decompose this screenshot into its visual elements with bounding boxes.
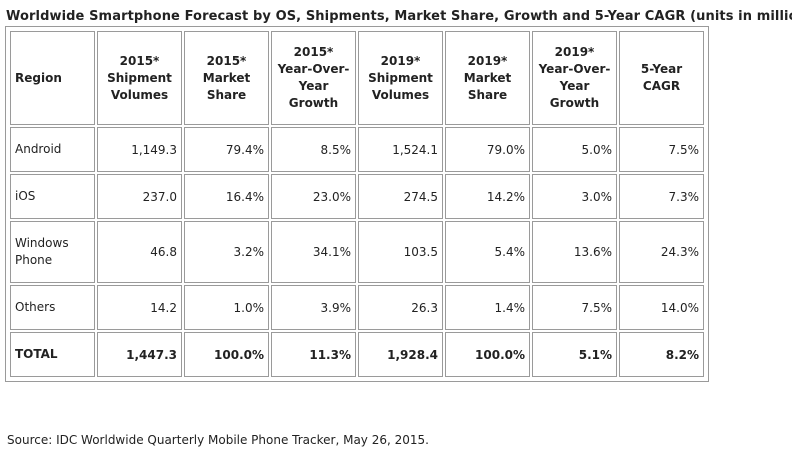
cell-cagr: 7.3% [619,174,704,219]
table-row-others: Others 14.2 1.0% 3.9% 26.3 1.4% 7.5% 14.… [10,285,704,330]
cell-2019-share: 1.4% [445,285,530,330]
cell-2019-growth: 7.5% [532,285,617,330]
cell-2015-shipments: 46.8 [97,221,182,283]
cell-2015-share: 1.0% [184,285,269,330]
cell-2015-growth: 11.3% [271,332,356,377]
cell-region: iOS [10,174,95,219]
cell-2015-shipments: 1,447.3 [97,332,182,377]
cell-2019-growth: 5.0% [532,127,617,172]
cell-2019-shipments: 1,524.1 [358,127,443,172]
table-row-android: Android 1,149.3 79.4% 8.5% 1,524.1 79.0%… [10,127,704,172]
cell-2019-share: 5.4% [445,221,530,283]
header-2019-yoy-growth: 2019* Year-Over-Year Growth [532,31,617,125]
cell-2019-shipments: 26.3 [358,285,443,330]
cell-2015-share: 100.0% [184,332,269,377]
table-row-total: TOTAL 1,447.3 100.0% 11.3% 1,928.4 100.0… [10,332,704,377]
cell-2015-growth: 8.5% [271,127,356,172]
header-2015-yoy-growth: 2015* Year-Over-Year Growth [271,31,356,125]
cell-2019-share: 14.2% [445,174,530,219]
cell-2015-share: 16.4% [184,174,269,219]
page-title: Worldwide Smartphone Forecast by OS, Shi… [6,9,792,24]
cell-2015-shipments: 237.0 [97,174,182,219]
cell-2015-growth: 34.1% [271,221,356,283]
cell-2019-growth: 3.0% [532,174,617,219]
cell-2019-shipments: 103.5 [358,221,443,283]
forecast-table: Region 2015* Shipment Volumes 2015* Mark… [8,29,706,379]
cell-2015-growth: 3.9% [271,285,356,330]
cell-2015-shipments: 1,149.3 [97,127,182,172]
cell-2015-share: 79.4% [184,127,269,172]
table-row-ios: iOS 237.0 16.4% 23.0% 274.5 14.2% 3.0% 7… [10,174,704,219]
cell-2019-growth: 13.6% [532,221,617,283]
cell-2019-share: 100.0% [445,332,530,377]
cell-2015-growth: 23.0% [271,174,356,219]
header-region: Region [10,31,95,125]
cell-2015-shipments: 14.2 [97,285,182,330]
header-2015-shipment-volumes: 2015* Shipment Volumes [97,31,182,125]
cell-2019-growth: 5.1% [532,332,617,377]
cell-2015-share: 3.2% [184,221,269,283]
cell-region: Others [10,285,95,330]
cell-2019-shipments: 274.5 [358,174,443,219]
header-5-year-cagr: 5-Year CAGR [619,31,704,125]
header-2019-shipment-volumes: 2019* Shipment Volumes [358,31,443,125]
cell-cagr: 14.0% [619,285,704,330]
cell-cagr: 8.2% [619,332,704,377]
cell-2019-shipments: 1,928.4 [358,332,443,377]
cell-region: Windows Phone [10,221,95,283]
cell-2019-share: 79.0% [445,127,530,172]
header-2019-market-share: 2019* Market Share [445,31,530,125]
cell-region: TOTAL [10,332,95,377]
cell-region: Android [10,127,95,172]
header-2015-market-share: 2015* Market Share [184,31,269,125]
table-row-windows-phone: Windows Phone 46.8 3.2% 34.1% 103.5 5.4%… [10,221,704,283]
cell-cagr: 7.5% [619,127,704,172]
source-note: Source: IDC Worldwide Quarterly Mobile P… [7,433,429,447]
cell-cagr: 24.3% [619,221,704,283]
forecast-table-frame: Region 2015* Shipment Volumes 2015* Mark… [5,26,709,382]
table-header-row: Region 2015* Shipment Volumes 2015* Mark… [10,31,704,125]
